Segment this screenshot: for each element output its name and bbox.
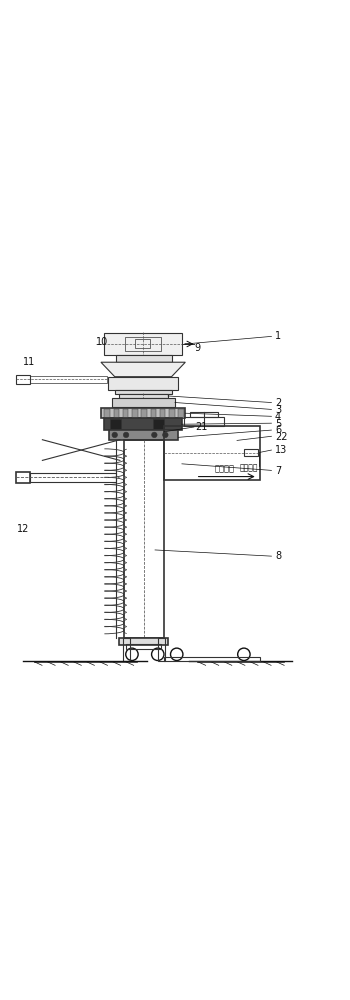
Text: 2: 2 <box>275 398 281 408</box>
Circle shape <box>112 432 118 438</box>
Text: 6: 6 <box>275 425 281 435</box>
Circle shape <box>123 432 129 438</box>
Bar <box>169 409 175 418</box>
Circle shape <box>152 432 157 438</box>
Bar <box>124 440 164 638</box>
Bar <box>150 409 156 418</box>
Bar <box>126 407 161 409</box>
Bar <box>112 398 175 407</box>
Bar <box>119 638 168 645</box>
Bar <box>16 375 30 384</box>
Bar <box>123 638 130 661</box>
Text: 1: 1 <box>275 331 281 341</box>
Bar <box>125 337 161 351</box>
Bar <box>132 409 138 418</box>
Bar <box>114 409 119 418</box>
Polygon shape <box>101 362 186 377</box>
Bar <box>16 472 30 483</box>
Bar <box>190 412 218 417</box>
Bar <box>109 430 178 440</box>
Text: 5: 5 <box>275 419 281 429</box>
Bar <box>104 333 182 355</box>
Text: 13: 13 <box>275 445 287 455</box>
Text: 12: 12 <box>17 524 30 534</box>
Text: 22: 22 <box>275 432 287 442</box>
Bar <box>135 339 150 348</box>
Bar <box>164 426 260 480</box>
Bar <box>123 409 128 418</box>
Text: 10: 10 <box>96 337 108 347</box>
Bar <box>115 390 172 394</box>
Bar <box>244 449 258 456</box>
Bar <box>104 418 182 430</box>
Bar <box>184 417 224 426</box>
Bar <box>119 394 168 398</box>
Bar <box>104 409 110 418</box>
Text: 11: 11 <box>23 357 36 367</box>
Text: 7: 7 <box>275 466 281 476</box>
Text: 9: 9 <box>194 343 200 353</box>
Bar <box>141 409 147 418</box>
Circle shape <box>163 432 168 438</box>
Bar <box>159 638 165 661</box>
Bar <box>126 644 161 649</box>
Bar <box>160 409 166 418</box>
Bar <box>164 657 260 661</box>
Bar <box>153 419 164 429</box>
Text: 21: 21 <box>195 422 207 432</box>
Bar <box>101 408 186 418</box>
Text: 进料方向: 进料方向 <box>215 465 235 474</box>
Bar <box>110 419 121 429</box>
Text: 回收短管: 回收短管 <box>240 463 258 472</box>
Bar <box>30 473 117 482</box>
Text: 3: 3 <box>275 405 281 415</box>
Bar <box>30 376 107 383</box>
Text: 8: 8 <box>275 551 281 561</box>
Bar <box>117 355 172 362</box>
Text: 4: 4 <box>275 412 281 422</box>
Bar <box>108 377 178 390</box>
Bar <box>178 409 184 418</box>
